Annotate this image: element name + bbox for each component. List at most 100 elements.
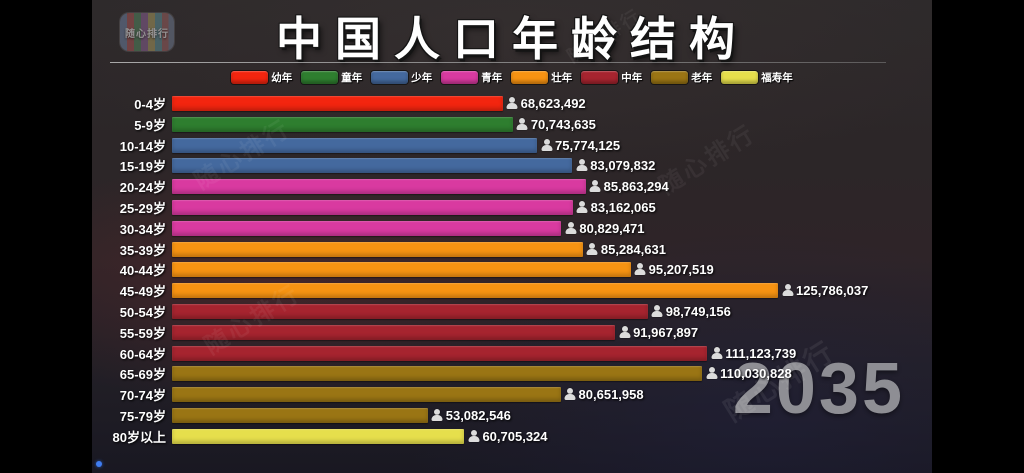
population-bar — [172, 345, 708, 361]
table-row: 40-44岁 95,207,519 — [92, 260, 932, 281]
age-group-label: 75-79岁 — [119, 409, 166, 425]
table-row: 30-34岁 80,829,471 — [92, 218, 932, 239]
age-group-label: 80岁以上 — [112, 429, 166, 445]
population-number: 91,967,897 — [633, 324, 699, 340]
channel-logo: 随心排行 — [120, 13, 174, 51]
population-value: 80,829,471 — [565, 221, 644, 236]
age-group-label: 55-59岁 — [119, 325, 166, 341]
population-number: 85,284,631 — [600, 241, 666, 257]
population-bar — [172, 283, 778, 299]
age-group-label: 65-69岁 — [119, 367, 166, 383]
legend-swatch — [231, 71, 269, 84]
population-number: 83,079,832 — [590, 158, 656, 174]
table-row: 50-54岁 98,749,156 — [92, 301, 932, 322]
population-bar — [172, 158, 573, 174]
bar-track: 80,651,958 — [172, 384, 932, 405]
age-group-label: 30-34岁 — [119, 221, 166, 237]
bar-track: 70,743,635 — [172, 114, 932, 135]
population-bar — [172, 137, 538, 153]
population-bar — [172, 304, 648, 320]
bar-chart: 0-4岁 68,623,492 5-9岁 70,743,635 10-14岁 75,774… — [92, 93, 932, 447]
population-number: 98,749,156 — [665, 304, 731, 320]
table-row: 0-4岁 68,623,492 — [92, 93, 932, 114]
bar-track: 95,207,519 — [172, 260, 932, 281]
bar-track: 85,863,294 — [172, 176, 932, 197]
population-value: 53,082,546 — [432, 408, 511, 423]
population-number: 53,082,546 — [445, 408, 511, 424]
population-value: 91,967,897 — [619, 325, 698, 340]
person-icon — [587, 243, 598, 256]
person-icon — [782, 284, 793, 297]
table-row: 20-24岁 85,863,294 — [92, 176, 932, 197]
population-bar — [172, 262, 631, 278]
table-row: 10-14岁 75,774,125 — [92, 135, 932, 156]
legend-item: 童年 — [301, 70, 362, 85]
table-row: 60-64岁 111,123,739 — [92, 343, 932, 364]
table-row: 25-29岁 83,162,065 — [92, 197, 932, 218]
person-icon — [565, 388, 576, 401]
legend-label: 童年 — [341, 72, 363, 84]
population-value: 80,651,958 — [565, 387, 644, 402]
population-value: 110,030,828 — [706, 366, 792, 381]
person-icon — [577, 201, 588, 214]
bar-track: 53,082,546 — [172, 405, 932, 426]
person-icon — [541, 139, 552, 152]
bar-track: 60,705,324 — [172, 426, 932, 447]
legend-item: 幼年 — [231, 70, 292, 85]
table-row: 70-74岁 80,651,958 — [92, 384, 932, 405]
population-bar — [172, 241, 583, 257]
year-label: 2035 — [732, 349, 905, 429]
population-value: 60,705,324 — [468, 429, 547, 444]
population-value: 70,743,635 — [517, 117, 596, 132]
table-row: 45-49岁 125,786,037 — [92, 280, 932, 301]
population-value: 83,162,065 — [577, 200, 656, 215]
population-bar — [172, 95, 503, 111]
population-number: 125,786,037 — [796, 283, 869, 299]
population-value: 125,786,037 — [782, 283, 868, 298]
age-group-label: 5-9岁 — [134, 117, 166, 133]
person-icon — [468, 430, 479, 443]
table-row: 15-19岁 83,079,832 — [92, 155, 932, 176]
age-group-label: 70-74岁 — [119, 388, 166, 404]
population-number: 80,829,471 — [579, 220, 645, 236]
table-row: 55-59岁 91,967,897 — [92, 322, 932, 343]
legend-item: 中年 — [581, 70, 642, 85]
table-row: 5-9岁 70,743,635 — [92, 114, 932, 135]
person-icon — [590, 180, 601, 193]
population-value: 83,079,832 — [576, 158, 655, 173]
population-bar — [172, 220, 562, 236]
population-number: 68,623,492 — [520, 95, 586, 111]
bar-track: 110,030,828 — [172, 364, 932, 385]
bar-track: 83,162,065 — [172, 197, 932, 218]
population-bar — [172, 366, 703, 382]
bar-track: 68,623,492 — [172, 93, 932, 114]
bar-track: 111,123,739 — [172, 343, 932, 364]
bar-track: 125,786,037 — [172, 280, 932, 301]
age-group-label: 0-4岁 — [134, 96, 166, 112]
legend-swatch — [651, 71, 689, 84]
population-number: 110,030,828 — [720, 366, 792, 382]
table-row: 65-69岁 110,030,828 — [92, 364, 932, 385]
population-number: 60,705,324 — [482, 428, 548, 444]
age-group-label: 45-49岁 — [119, 284, 166, 300]
person-icon — [576, 159, 587, 172]
legend-label: 老年 — [691, 72, 713, 84]
bar-track: 75,774,125 — [172, 135, 932, 156]
population-number: 80,651,958 — [578, 387, 644, 403]
bar-track: 98,749,156 — [172, 301, 932, 322]
person-icon — [565, 222, 576, 235]
population-value: 75,774,125 — [541, 138, 620, 153]
legend-item: 福寿年 — [721, 70, 793, 85]
legend-swatch — [371, 71, 409, 84]
population-value: 85,863,294 — [590, 179, 669, 194]
population-bar — [172, 179, 586, 195]
population-number: 83,162,065 — [590, 199, 656, 215]
population-bar — [172, 324, 616, 340]
population-bar — [172, 428, 465, 444]
population-number: 95,207,519 — [648, 262, 714, 278]
bar-track: 83,079,832 — [172, 155, 932, 176]
legend-swatch — [441, 71, 479, 84]
population-value: 111,123,739 — [711, 346, 796, 361]
legend-item: 少年 — [371, 70, 432, 85]
age-group-label: 35-39岁 — [119, 242, 166, 258]
